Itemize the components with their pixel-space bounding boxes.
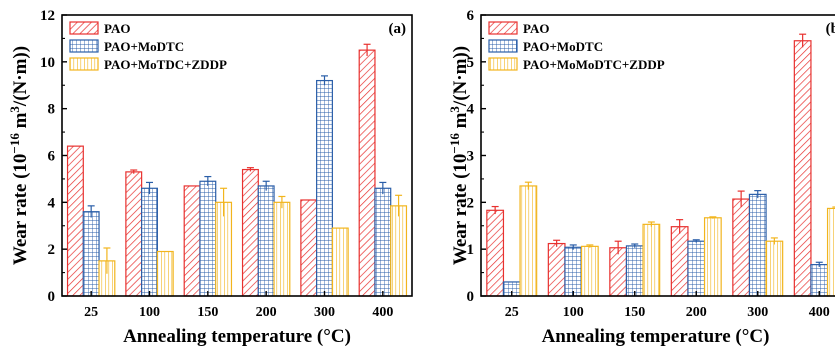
bar-pao-motdc-zddp-200: [273, 201, 291, 297]
y-tick-label: 1: [467, 242, 475, 258]
legend-swatch: [488, 57, 518, 71]
y-tick-label: 0: [467, 289, 475, 305]
y-tick-label: 6: [48, 149, 56, 165]
panel-label: (b): [826, 21, 835, 37]
bar-pao-momodtc-zddp-100: [580, 245, 599, 297]
bar-pao-200: [670, 226, 689, 297]
y-tick-label: 12: [40, 8, 55, 24]
bar-pao-momodtc-zddp-150: [642, 223, 661, 297]
y-axis-label-part: m: [450, 112, 471, 133]
bar-pao-100: [547, 242, 566, 297]
y-tick-label: 2: [48, 242, 56, 258]
bar-pao-modtc-25: [82, 211, 100, 297]
chart-panel-1: 0 2 4 6 8 10 12 25 100 150 200 300 400 Annealing temp…: [7, 8, 413, 347]
y-tick-label: 10: [40, 55, 55, 71]
x-tick-label: 300: [314, 305, 335, 320]
bar-pao-modtc-150: [199, 180, 217, 297]
bar-pao-400: [793, 40, 812, 297]
bar-pao-modtc-200: [257, 185, 275, 297]
bar-pao-400: [358, 49, 376, 297]
y-axis-label: Wear rate (10−16 m3/(N·m)): [447, 46, 471, 265]
x-axis-label: Annealing temperature (°C): [542, 326, 770, 346]
bar-pao-300: [732, 198, 751, 297]
x-tick-label: 300: [747, 305, 768, 320]
bar-pao-motdc-zddp-300: [331, 227, 349, 297]
legend-label: PAO+MoDTC: [104, 39, 184, 54]
bar-pao-momodtc-zddp-25: [519, 185, 538, 297]
x-tick-label: 200: [256, 305, 277, 320]
bar-pao-300: [300, 199, 318, 297]
bar-pao-modtc-400: [374, 187, 392, 297]
y-tick-label: 4: [48, 195, 56, 211]
legend-label: PAO: [523, 21, 549, 36]
bar-pao-motdc-zddp-100: [156, 250, 174, 297]
bar-pao-modtc-100: [564, 246, 583, 297]
x-tick-label: 150: [197, 305, 218, 320]
bar-pao-25: [66, 145, 84, 297]
y-axis-label-part: /(N·m)): [10, 46, 31, 107]
bar-pao-modtc-300: [748, 193, 767, 297]
legend-swatch: [69, 39, 99, 53]
panel-label: (a): [389, 21, 407, 37]
legend-swatch: [69, 21, 99, 35]
x-tick-label: 100: [563, 305, 584, 320]
x-axis-label: Annealing temperature (°C): [123, 326, 351, 346]
x-tick-label: 400: [809, 305, 830, 320]
y-tick-label: 4: [467, 102, 475, 118]
bar-pao-25: [486, 209, 505, 297]
y-tick-label: 0: [48, 289, 56, 305]
bar-pao-100: [125, 171, 143, 297]
y-tick-label: 8: [48, 102, 56, 118]
bar-pao-150: [183, 185, 201, 297]
x-tick-label: 25: [505, 305, 519, 320]
legend-label: PAO+MoMoDTC+ZDDP: [523, 57, 665, 72]
bar-pao-200: [241, 168, 259, 297]
y-tick-label: 2: [467, 195, 475, 211]
bar-pao-modtc-150: [625, 245, 644, 297]
y-axis-label: Wear rate (10−16 m3/(N·m)): [7, 46, 31, 265]
legend-label: PAO: [104, 21, 130, 36]
bar-pao-momodtc-zddp-300: [765, 240, 784, 297]
y-tick-label: 6: [467, 8, 475, 24]
bar-pao-150: [609, 247, 628, 297]
x-tick-label: 25: [84, 305, 98, 320]
x-tick-label: 150: [624, 305, 645, 320]
legend-swatch: [488, 39, 518, 53]
x-tick-label: 200: [686, 305, 707, 320]
y-axis-label-part: 3: [7, 106, 22, 113]
bar-pao-momodtc-zddp-200: [703, 217, 722, 297]
bar-pao-modtc-300: [316, 79, 333, 297]
y-axis-label-part: Wear rate (10: [450, 154, 471, 266]
y-axis-label-part: −16: [447, 133, 462, 154]
bar-pao-motdc-zddp-400: [390, 205, 408, 297]
x-tick-label: 100: [139, 305, 160, 320]
legend-swatch: [69, 57, 99, 71]
y-axis-label-part: Wear rate (10: [10, 154, 31, 266]
y-axis-label-part: m: [10, 112, 31, 133]
legend-swatch: [488, 21, 518, 35]
y-tick-label: 3: [467, 149, 475, 165]
y-axis-label-part: /(N·m)): [450, 46, 471, 107]
y-axis-label-part: −16: [7, 133, 22, 154]
bar-pao-modtc-100: [141, 187, 158, 297]
x-tick-label: 400: [372, 305, 393, 320]
y-tick-label: 5: [467, 55, 475, 71]
bar-pao-modtc-200: [687, 240, 706, 297]
legend-label: PAO+MoTDC+ZDDP: [104, 57, 227, 72]
bar-pao-momodtc-zddp-400: [826, 207, 835, 297]
y-axis-label-part: 3: [447, 106, 462, 113]
legend-label: PAO+MoDTC: [523, 39, 603, 54]
